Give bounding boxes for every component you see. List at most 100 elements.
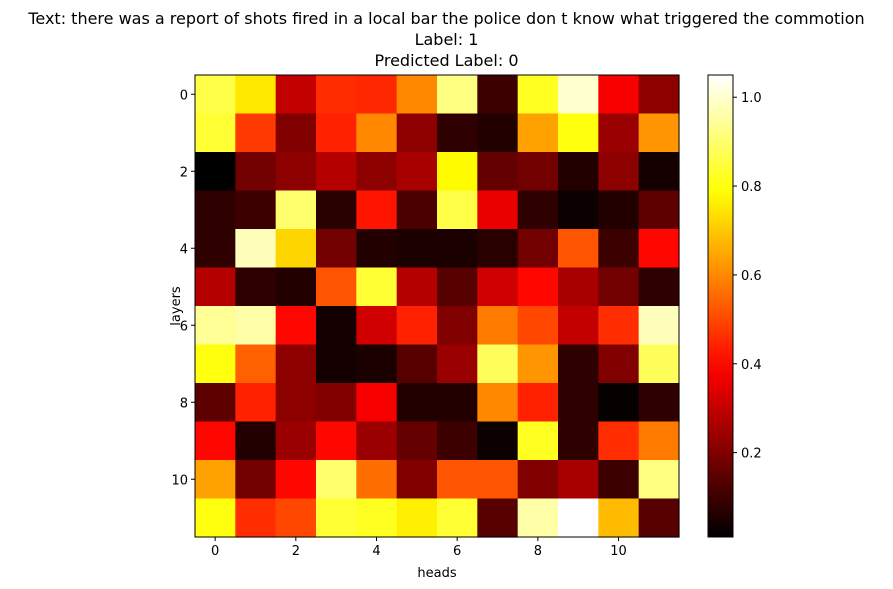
- heatmap-cell: [396, 75, 438, 115]
- heatmap-cell: [316, 421, 357, 461]
- heatmap-cell: [638, 113, 680, 153]
- heatmap-cell: [356, 113, 398, 153]
- heatmap-cell: [275, 460, 317, 500]
- heatmap-cell: [638, 421, 680, 461]
- y-tick-label: 6: [180, 319, 188, 334]
- heatmap-cell: [477, 229, 519, 269]
- heatmap-cell: [195, 498, 236, 538]
- heatmap-cell: [275, 421, 317, 461]
- heatmap-cell: [275, 306, 317, 346]
- heatmap-cell: [477, 306, 519, 346]
- heatmap-cell: [275, 113, 317, 153]
- heatmap-cell: [316, 113, 357, 153]
- heatmap-cell: [598, 421, 640, 461]
- heatmap-cell: [558, 383, 599, 423]
- heatmap-cell: [638, 460, 680, 500]
- heatmap-cell: [598, 267, 640, 307]
- heatmap-cell: [356, 190, 398, 230]
- heatmap-cell: [396, 113, 438, 153]
- heatmap-cell: [437, 498, 478, 538]
- heatmap-cell: [558, 113, 599, 153]
- heatmap-cell: [195, 190, 236, 230]
- colorbar-tick-label: 1.0: [741, 91, 762, 106]
- heatmap-cell: [396, 190, 438, 230]
- heatmap-cell: [638, 190, 680, 230]
- heatmap-cell: [356, 267, 398, 307]
- heatmap-cell: [517, 306, 559, 346]
- heatmap-cell: [598, 113, 640, 153]
- heatmap-cell: [638, 344, 680, 384]
- heatmap-cell: [558, 229, 599, 269]
- heatmap-cell: [477, 460, 519, 500]
- heatmap-cell: [517, 190, 559, 230]
- heatmap-cell: [275, 498, 317, 538]
- heatmap-cell: [517, 421, 559, 461]
- heatmap-cell: [316, 306, 357, 346]
- heatmap-cell: [558, 306, 599, 346]
- heatmap-cell: [517, 229, 559, 269]
- heatmap-cell: [517, 75, 559, 115]
- heatmap-cell: [275, 344, 317, 384]
- heatmap-cell: [396, 498, 438, 538]
- heatmap-cell: [396, 421, 438, 461]
- heatmap-cell: [275, 190, 317, 230]
- heatmap-cell: [195, 75, 236, 115]
- heatmap-cell: [235, 267, 277, 307]
- heatmap-cell: [316, 383, 357, 423]
- heatmap-cell: [195, 152, 236, 192]
- heatmap-cell: [437, 152, 478, 192]
- heatmap-cell: [517, 460, 559, 500]
- x-axis-label: heads: [417, 566, 456, 581]
- x-axis-ticks: 0 2 4 6 8 10: [211, 537, 627, 559]
- chart-title-line-1: Text: there was a report of shots fired …: [28, 9, 865, 28]
- heatmap-cell: [235, 498, 277, 538]
- heatmap-cell: [598, 152, 640, 192]
- heatmap-cell: [356, 383, 398, 423]
- heatmap-cell: [396, 267, 438, 307]
- plot-frame: [194, 74, 680, 538]
- colorbar-tick-label: 0.8: [741, 180, 762, 195]
- colorbar-tick-label: 0.2: [741, 447, 762, 462]
- heatmap-cell: [477, 75, 519, 115]
- heatmap-cell: [396, 229, 438, 269]
- heatmap-cell: [356, 306, 398, 346]
- x-tick-label: 4: [372, 544, 380, 559]
- heatmap-cell: [235, 421, 277, 461]
- heatmap-cell: [356, 75, 398, 115]
- heatmap-cell: [316, 152, 357, 192]
- heatmap-cell: [638, 229, 680, 269]
- colorbar: [707, 74, 734, 538]
- heatmap-cell: [195, 113, 236, 153]
- heatmap-cell: [316, 498, 357, 538]
- heatmap-cell: [356, 152, 398, 192]
- heatmap-cell: [477, 498, 519, 538]
- heatmap-cell: [195, 344, 236, 384]
- x-tick-label: 0: [211, 544, 219, 559]
- heatmap-cell: [598, 344, 640, 384]
- heatmap-cell: [477, 190, 519, 230]
- heatmap-cell: [477, 267, 519, 307]
- heatmap-cell: [517, 267, 559, 307]
- heatmap-cell: [316, 460, 357, 500]
- heatmap-cell: [235, 229, 277, 269]
- heatmap-cell: [558, 152, 599, 192]
- y-tick-label: 10: [171, 473, 188, 488]
- heatmap-cell: [316, 229, 357, 269]
- heatmap-cell: [235, 344, 277, 384]
- heatmap-cell: [477, 383, 519, 423]
- heatmap-cell: [558, 498, 599, 538]
- heatmap-cell: [477, 152, 519, 192]
- heatmap-cell: [235, 75, 277, 115]
- heatmap-cell: [437, 267, 478, 307]
- heatmap-cell: [316, 75, 357, 115]
- heatmap-cell: [558, 344, 599, 384]
- colorbar-tick-label: 0.4: [741, 358, 762, 373]
- heatmap-cell: [558, 190, 599, 230]
- heatmap-cell: [275, 152, 317, 192]
- heatmap-cell: [437, 383, 478, 423]
- heatmap-cell: [235, 190, 277, 230]
- heatmap-cell: [437, 190, 478, 230]
- heatmap-cell: [195, 306, 236, 346]
- x-tick-label: 8: [534, 544, 542, 559]
